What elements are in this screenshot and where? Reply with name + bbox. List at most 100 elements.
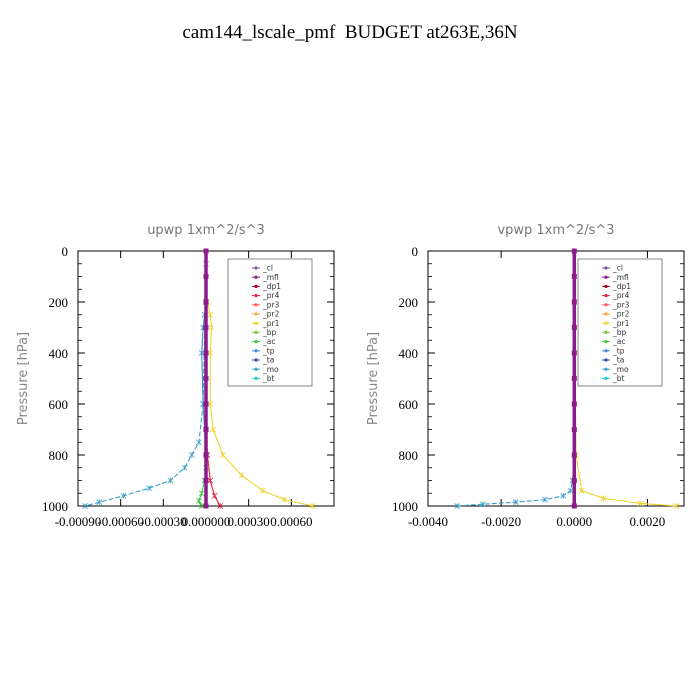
data-point-_pr4 bbox=[211, 492, 218, 499]
data-point-_mfl bbox=[571, 427, 577, 432]
panel-title: vpwp 1xm^2/s^3 bbox=[497, 223, 614, 238]
data-point-_pr1 bbox=[578, 487, 585, 494]
legend-marker-_mfl bbox=[254, 275, 258, 279]
legend-label-_bp: _bp bbox=[262, 328, 277, 337]
legend-marker-_mfl bbox=[604, 275, 608, 279]
legend-marker-_pr1 bbox=[604, 321, 608, 325]
legend-marker-_bp bbox=[254, 330, 258, 334]
legend-label-_pr2: _pr2 bbox=[262, 310, 280, 319]
data-point-_pr4 bbox=[207, 477, 214, 484]
x-tick-label: 0.00030 bbox=[228, 514, 270, 529]
data-point-_mfl bbox=[571, 248, 577, 254]
legend-label-_ta: _ta bbox=[612, 356, 624, 365]
data-point-_mfl bbox=[571, 299, 577, 305]
legend-label-_mfl: _mfl bbox=[262, 273, 279, 282]
data-point-_mo bbox=[479, 501, 486, 508]
legend-marker-_tp bbox=[604, 349, 608, 353]
data-point-_pr1 bbox=[220, 452, 226, 458]
data-point-_mfl bbox=[203, 376, 209, 381]
data-point-_mfl bbox=[203, 503, 209, 509]
page-title: cam144_lscale_pmf BUDGET at263E,36N bbox=[182, 22, 518, 43]
data-point-_ac bbox=[198, 503, 205, 509]
x-tick-label: -0.0020 bbox=[481, 514, 521, 529]
legend-label-_mo: _mo bbox=[612, 365, 629, 374]
data-point-_pr4 bbox=[217, 503, 224, 509]
data-point-_pr1 bbox=[309, 503, 316, 509]
data-point-_mfl bbox=[203, 274, 209, 279]
legend-marker-_mo bbox=[254, 367, 258, 371]
legend-label-_bt: _bt bbox=[262, 374, 275, 383]
legend-label-_pr3: _pr3 bbox=[262, 300, 280, 309]
data-point-_mfl bbox=[203, 248, 209, 254]
x-tick-label: -0.00090 bbox=[55, 514, 102, 529]
y-tick-label: 1000 bbox=[392, 499, 418, 514]
y-tick-label: 0 bbox=[412, 244, 419, 259]
legend-marker-_bt bbox=[604, 376, 608, 380]
data-point-_pr1 bbox=[208, 324, 215, 331]
x-tick-label: -0.0040 bbox=[408, 514, 448, 529]
legend-label-_ac: _ac bbox=[262, 337, 275, 346]
legend-marker-_pr3 bbox=[254, 303, 258, 307]
data-point-_mfl bbox=[203, 401, 209, 407]
legend-marker-_pr2 bbox=[254, 312, 258, 316]
data-point-_mfl bbox=[203, 350, 209, 356]
y-tick-label: 600 bbox=[49, 397, 69, 412]
data-point-_tp bbox=[198, 350, 205, 356]
data-point-_pr1 bbox=[238, 472, 245, 479]
data-point-_pr1 bbox=[210, 426, 216, 433]
legend-label-_tp: _tp bbox=[612, 346, 625, 355]
legend-box bbox=[577, 258, 663, 387]
data-point-_mo bbox=[560, 492, 567, 499]
legend-label-_mfl: _mfl bbox=[612, 273, 629, 282]
data-point-_mfl bbox=[203, 478, 209, 483]
y-tick-label: 400 bbox=[399, 346, 419, 361]
data-point-_mfl bbox=[571, 274, 577, 279]
legend-marker-_mo bbox=[604, 367, 608, 371]
y-tick-label: 800 bbox=[49, 448, 69, 463]
legend-marker-_ta bbox=[604, 358, 608, 362]
data-point-_mo bbox=[512, 499, 519, 506]
legend-label-_pr1: _pr1 bbox=[612, 319, 630, 328]
data-point-_mfl bbox=[571, 325, 577, 330]
y-tick-label: 200 bbox=[49, 295, 69, 310]
legend-label-_bp: _bp bbox=[612, 328, 627, 337]
y-tick-label: 600 bbox=[399, 397, 419, 412]
legend-label-_pr2: _pr2 bbox=[612, 310, 630, 319]
y-tick-label: 200 bbox=[399, 295, 419, 310]
legend-label-_bt: _bt bbox=[612, 374, 625, 383]
data-point-_mfl bbox=[571, 452, 577, 458]
data-point-_mfl bbox=[571, 401, 577, 407]
series-line-_mo bbox=[457, 454, 575, 507]
data-point-_pr1 bbox=[207, 401, 214, 407]
legend-marker-_dp1 bbox=[254, 284, 258, 288]
legend-marker-_pr3 bbox=[604, 303, 608, 307]
legend-marker-_pr4 bbox=[604, 294, 608, 298]
chart-panel-upwp: upwp 1xm^2/s^3 Pressure [hPa] 0 200 400 600 80… bbox=[16, 223, 335, 529]
legend-marker-_bt bbox=[254, 376, 258, 380]
data-point-_ac bbox=[196, 498, 202, 504]
data-point-_mo bbox=[120, 492, 127, 499]
data-point-_mfl bbox=[203, 452, 209, 458]
data-point-_pr1 bbox=[673, 503, 680, 509]
data-point-_mo bbox=[196, 439, 202, 446]
data-point-_mo bbox=[181, 464, 188, 471]
legend-marker-_tp bbox=[254, 349, 258, 353]
y-tick-label: 1000 bbox=[42, 499, 68, 514]
legend-label-_cl: _cl bbox=[612, 264, 623, 273]
y-tick-label: 400 bbox=[49, 346, 69, 361]
legend-marker-_cl bbox=[254, 266, 258, 270]
legend-marker-_dp1 bbox=[604, 284, 608, 288]
data-point-_mfl bbox=[203, 299, 209, 305]
data-point-_pr1 bbox=[600, 495, 607, 502]
x-tick-label: 0.000000 bbox=[182, 514, 231, 529]
data-point-_pr1 bbox=[207, 311, 214, 318]
data-point-_mo bbox=[96, 499, 103, 506]
series-line-_mo bbox=[84, 263, 207, 507]
y-axis-label: Pressure [hPa] bbox=[366, 332, 381, 425]
legend-label-_ac: _ac bbox=[612, 337, 625, 346]
legend-label-_pr4: _pr4 bbox=[262, 291, 280, 300]
chart-panel-vpwp: vpwp 1xm^2/s^3 Pressure [hPa] 0 200 400 600 80… bbox=[366, 223, 685, 529]
legend-marker-_pr1 bbox=[254, 321, 258, 325]
data-point-_pr1 bbox=[207, 350, 214, 356]
